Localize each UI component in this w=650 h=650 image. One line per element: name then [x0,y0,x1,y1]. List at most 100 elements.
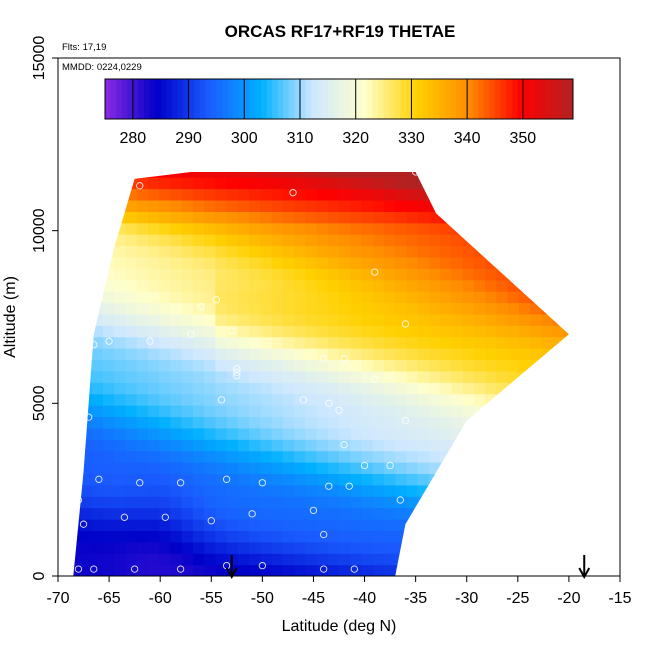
field-cell [575,268,587,280]
field-cell [496,439,509,452]
field-cell [372,507,385,520]
field-cell [136,302,149,315]
field-cell [91,222,104,235]
field-cell [159,416,171,429]
field-cell [182,154,194,166]
colorbar-segment [261,79,268,119]
field-cell [372,462,385,475]
field-cell [451,462,464,475]
field-cell [114,291,127,304]
field-cell [440,427,452,440]
colorbar-segment [545,79,552,119]
field-cell [294,553,306,566]
field-cell [159,427,171,440]
field-cell [485,553,497,566]
field-cell [114,382,127,395]
field-cell [563,325,569,338]
field-cell [181,439,194,452]
field-cell [159,291,171,304]
field-cell [451,427,464,440]
field-cell [496,427,509,440]
field-cell [575,473,587,485]
field-cell [485,439,497,452]
field-cell [125,177,138,190]
field-cell [473,439,486,452]
field-cell [496,507,509,520]
field-cell [339,302,351,315]
flight-point [340,354,348,363]
field-cell [159,245,171,258]
field-cell [73,325,82,338]
field-cell [339,336,351,349]
field-cell [58,428,70,440]
field-cell [125,222,138,235]
chart-title: ORCAS RF17+RF19 THETAE [225,22,456,41]
field-cell [518,370,531,383]
field-cell [428,245,441,258]
field-cell [181,172,194,178]
field-cell [147,256,160,269]
field-cell [282,245,295,258]
field-cell [518,302,531,315]
field-cell [73,393,82,406]
field-cell [282,268,295,281]
field-cell [451,393,464,406]
field-cell [102,530,115,543]
field-cell [58,542,70,554]
field-cell [507,450,520,463]
field-cell [102,199,115,212]
colorbar-segment [305,79,312,119]
field-cell [102,268,115,281]
field-cell [282,177,295,190]
field-cell [339,199,351,212]
field-cell [282,405,295,418]
field-cell [507,177,520,190]
field-cell [507,473,520,486]
field-cell [473,462,486,475]
field-cell [294,279,306,292]
field-cell [586,325,598,337]
field-cell [406,222,419,235]
field-cell [552,245,565,258]
field-cell [518,541,531,554]
field-cell [294,462,306,475]
field-cell [372,199,385,212]
field-cell [541,325,554,338]
field-cell [428,222,441,235]
field-cell [451,439,464,452]
field-cell [440,416,452,429]
field-cell [496,313,509,326]
colorbar-segment [199,79,206,119]
field-cell [147,177,160,190]
field-cell [350,177,363,190]
field-cell [327,496,340,509]
flight-point [320,354,328,363]
field-cell [294,382,306,395]
field-cell [598,565,610,577]
field-cell [609,553,621,565]
field-cell [552,382,565,395]
field-cell [271,336,284,349]
field-cell [609,496,621,508]
field-cell [428,541,441,554]
field-cell [350,199,363,212]
field-cell [73,199,82,212]
field-cell [91,188,104,201]
field-cell [395,313,408,326]
field-cell [282,211,295,224]
flight-point [360,461,369,470]
field-cell [598,337,610,349]
field-cell [249,359,261,372]
field-cell [518,279,531,292]
field-cell [147,427,160,440]
field-cell [383,211,396,224]
field-cell [316,268,329,281]
field-cell [204,462,216,475]
field-cell [372,211,385,224]
field-cell [305,370,318,383]
field-cell [372,359,385,372]
field-cell [552,462,565,475]
field-cell [260,172,273,178]
field-cell [282,553,295,566]
field-cell [147,291,160,304]
